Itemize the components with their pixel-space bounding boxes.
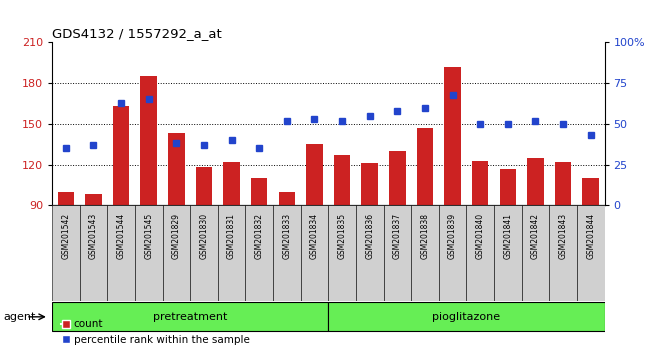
Text: GSM201839: GSM201839: [448, 213, 457, 259]
Text: GSM201838: GSM201838: [421, 213, 430, 259]
Bar: [554, 162, 571, 205]
FancyBboxPatch shape: [467, 205, 494, 301]
Bar: [389, 151, 406, 205]
Bar: [140, 76, 157, 205]
Text: GSM201844: GSM201844: [586, 213, 595, 259]
Bar: [582, 178, 599, 205]
FancyBboxPatch shape: [190, 205, 218, 301]
FancyBboxPatch shape: [439, 205, 467, 301]
FancyBboxPatch shape: [549, 205, 577, 301]
Text: GDS4132 / 1557292_a_at: GDS4132 / 1557292_a_at: [52, 27, 222, 40]
Text: GSM201831: GSM201831: [227, 213, 236, 259]
Text: GSM201833: GSM201833: [282, 213, 291, 259]
Bar: [306, 144, 322, 205]
FancyBboxPatch shape: [246, 205, 273, 301]
Text: GSM201836: GSM201836: [365, 213, 374, 259]
FancyBboxPatch shape: [273, 205, 300, 301]
FancyBboxPatch shape: [52, 302, 328, 331]
Bar: [57, 192, 74, 205]
Legend: count, percentile rank within the sample: count, percentile rank within the sample: [57, 315, 254, 349]
FancyBboxPatch shape: [135, 205, 162, 301]
Text: GSM201842: GSM201842: [531, 213, 540, 259]
Text: GSM201543: GSM201543: [89, 213, 98, 259]
Bar: [85, 194, 101, 205]
FancyBboxPatch shape: [521, 205, 549, 301]
FancyBboxPatch shape: [162, 205, 190, 301]
Bar: [334, 155, 350, 205]
Text: GSM201830: GSM201830: [200, 213, 209, 259]
FancyBboxPatch shape: [52, 205, 79, 301]
Bar: [445, 67, 461, 205]
Text: pretreatment: pretreatment: [153, 312, 228, 322]
Text: GSM201843: GSM201843: [558, 213, 567, 259]
FancyBboxPatch shape: [107, 205, 135, 301]
Bar: [113, 106, 129, 205]
FancyBboxPatch shape: [79, 205, 107, 301]
Bar: [278, 192, 295, 205]
Text: GSM201837: GSM201837: [393, 213, 402, 259]
Bar: [472, 161, 489, 205]
Text: GSM201840: GSM201840: [476, 213, 485, 259]
Text: agent: agent: [3, 312, 36, 322]
FancyBboxPatch shape: [411, 205, 439, 301]
Text: GSM201834: GSM201834: [310, 213, 319, 259]
Text: pioglitazone: pioglitazone: [432, 312, 500, 322]
Bar: [499, 169, 516, 205]
FancyBboxPatch shape: [384, 205, 411, 301]
Text: GSM201835: GSM201835: [337, 213, 346, 259]
FancyBboxPatch shape: [577, 205, 605, 301]
Text: GSM201832: GSM201832: [255, 213, 264, 259]
Bar: [168, 133, 185, 205]
FancyBboxPatch shape: [356, 205, 384, 301]
Text: GSM201841: GSM201841: [503, 213, 512, 259]
FancyBboxPatch shape: [218, 205, 246, 301]
FancyBboxPatch shape: [300, 205, 328, 301]
Bar: [196, 167, 212, 205]
Text: GSM201545: GSM201545: [144, 213, 153, 259]
Text: GSM201542: GSM201542: [61, 213, 70, 259]
FancyBboxPatch shape: [494, 205, 521, 301]
Text: GSM201544: GSM201544: [116, 213, 125, 259]
Text: GSM201829: GSM201829: [172, 213, 181, 259]
Bar: [251, 178, 268, 205]
FancyBboxPatch shape: [328, 302, 604, 331]
FancyBboxPatch shape: [328, 205, 356, 301]
Bar: [527, 158, 543, 205]
Bar: [417, 128, 433, 205]
Bar: [361, 163, 378, 205]
Bar: [224, 162, 240, 205]
